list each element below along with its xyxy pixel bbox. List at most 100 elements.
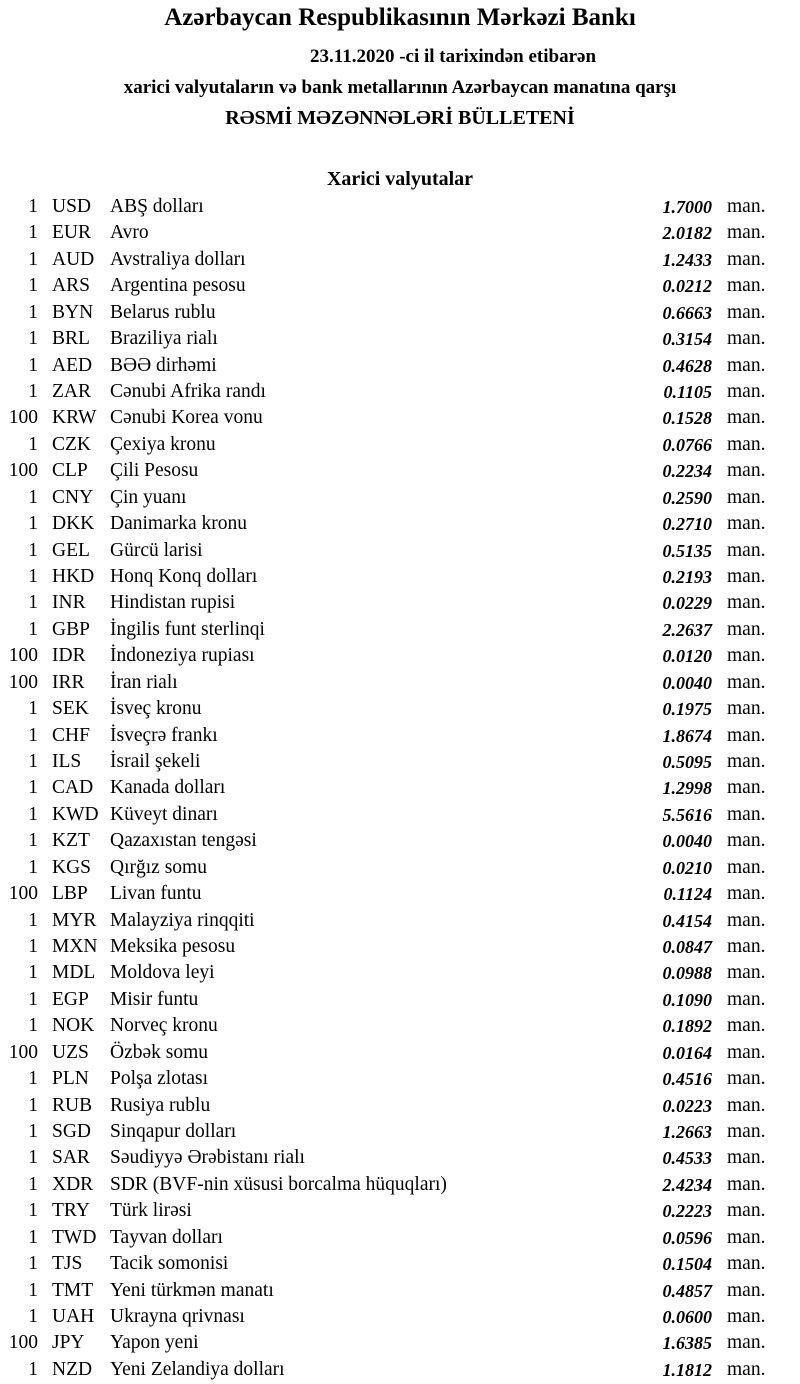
currency-amount: 1 [28,1094,38,1116]
exchange-rate: 0.0600 [662,1307,713,1328]
rate-row: 1 PLN Polşa zlotası 0.4516 man. [0,1066,800,1092]
currency-code: KGS [52,856,92,878]
unit-label: man. [727,539,766,561]
currency-amount: 1 [28,248,38,270]
currency-name: Ukrayna qrivnası [110,1306,245,1328]
currency-amount: 1 [28,803,38,825]
exchange-rate: 0.0164 [662,1042,713,1063]
exchange-rate: 1.2433 [662,249,713,270]
unit-label: man. [727,460,766,482]
currency-amount: 100 [8,1332,38,1354]
currency-name: İran rialı [110,671,178,693]
unit-label: man. [727,777,766,799]
currency-amount: 1 [28,936,38,958]
currency-amount: 1 [28,592,38,614]
rate-row: 1 KGS Qırğız somu 0.0210 man. [0,855,800,881]
currency-name: Livan funtu [110,883,202,905]
currency-name: Tayvan dolları [110,1226,223,1248]
currency-amount: 1 [28,433,38,455]
unit-label: man. [727,328,766,350]
unit-label: man. [727,618,766,640]
exchange-rate: 0.4516 [662,1069,713,1090]
rate-row: 1 ILS İsrail şekeli 0.5095 man. [0,749,800,775]
exchange-rate: 0.4154 [662,910,713,931]
currency-amount: 1 [28,1068,38,1090]
exchange-rate: 0.2223 [662,1201,713,1222]
currency-code: BYN [52,301,94,323]
rate-row: 1 HKD Honq Konq dolları 0.2193 man. [0,564,800,590]
currency-name: Avro [110,222,149,244]
currency-name: Gürcü larisi [110,539,203,561]
unit-label: man. [727,486,766,508]
currency-code: CNY [52,486,94,508]
unit-label: man. [727,248,766,270]
currency-amount: 1 [28,777,38,799]
rate-row: 1 SEK İsveç kronu 0.1975 man. [0,696,800,722]
effective-date: 23.11.2020 -ci il tarixindən etibarən [310,46,597,67]
exchange-rate: 0.0040 [662,672,713,693]
unit-label: man. [727,513,766,535]
currency-amount: 1 [28,962,38,984]
exchange-rate: 0.0847 [662,937,713,958]
currency-code: MDL [52,962,96,984]
unit-label: man. [727,1015,766,1037]
currency-code: UZS [52,1041,89,1063]
currency-amount: 1 [28,486,38,508]
unit-label: man. [727,1068,766,1090]
currency-code: DKK [52,513,95,535]
currency-name: Qırğız somu [110,856,207,878]
currency-code: NZD [52,1358,93,1380]
unit-label: man. [727,1279,766,1301]
currency-name: Kanada dolları [110,777,226,799]
currency-amount: 1 [28,1015,38,1037]
currency-code: CHF [52,724,90,746]
currency-code: TRY [52,1200,90,1222]
currency-amount: 100 [8,460,38,482]
currency-amount: 1 [28,513,38,535]
unit-label: man. [727,275,766,297]
currency-amount: 1 [28,566,38,588]
unit-label: man. [727,407,766,429]
currency-code: MYR [52,909,97,931]
currency-name: Cənubi Korea vonu [110,407,263,429]
currency-code: SGD [52,1121,92,1143]
bulletin-title: RƏSMİ MƏZƏNNƏLƏRİ BÜLLETENİ [225,107,575,129]
currency-amount: 1 [28,196,38,217]
unit-label: man. [727,988,766,1010]
exchange-rate: 0.0212 [662,276,713,297]
currency-name: İngilis funt sterlinqi [110,618,265,640]
currency-amount: 100 [8,671,38,693]
rate-row: 1 KZT Qazaxıstan tengəsi 0.0040 man. [0,828,800,854]
currency-amount: 1 [28,724,38,746]
exchange-rate: 0.0229 [662,593,713,614]
rate-row: 1 TJS Tacik somonisi 0.1504 man. [0,1251,800,1277]
exchange-rate: 0.4857 [662,1280,713,1301]
currency-code: KRW [52,407,97,429]
section-title: Xarici valyutalar [326,168,474,190]
currency-name: Özbək somu [110,1041,209,1063]
currency-code: GEL [52,539,90,561]
rate-row: 100 LBP Livan funtu 0.1124 man. [0,881,800,907]
rate-row: 1 MXN Meksika pesosu 0.0847 man. [0,934,800,960]
currency-amount: 1 [28,1306,38,1328]
currency-name: Səudiyyə Ərəbistanı rialı [110,1147,305,1169]
exchange-rate: 0.1090 [662,989,713,1010]
currency-amount: 1 [28,1200,38,1222]
currency-name: SDR (BVF-nin xüsusi borcalma hüquqları) [110,1173,447,1195]
rate-row: 1 SAR Səudiyyə Ərəbistanı rialı 0.4533 man. [0,1145,800,1171]
currency-code: NOK [52,1015,95,1037]
page-title: Azərbaycan Respublikasının Mərkəzi Bankı [164,4,636,31]
currency-name: Belarus rublu [110,301,216,323]
unit-label: man. [727,645,766,667]
currency-code: EGP [52,988,89,1010]
currency-amount: 1 [28,328,38,350]
rate-row: 1 USD ABŞ dolları 1.7000 man. [0,194,800,220]
exchange-rate: 1.7000 [662,197,713,217]
currency-code: KWD [52,803,99,825]
currency-amount: 1 [28,830,38,852]
currency-amount: 1 [28,1226,38,1248]
unit-label: man. [727,1121,766,1143]
currency-code: MXN [52,936,98,958]
currency-name: Avstraliya dolları [110,248,246,270]
unit-label: man. [727,1358,766,1380]
